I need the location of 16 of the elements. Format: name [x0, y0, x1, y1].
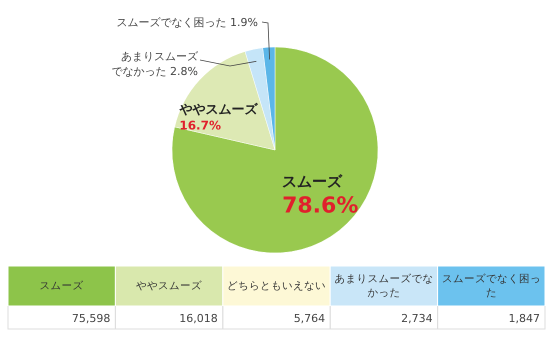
category-label: どちらともいえない	[222, 266, 330, 306]
text: 2,734	[401, 312, 433, 325]
slice-label: スムーズでなく困った 1.9%	[116, 16, 258, 29]
slice-label: あまりスムーズでなかった 2.8%	[112, 50, 199, 78]
data-label: 16.7%	[179, 118, 221, 133]
slice-label: ややスムーズ	[178, 102, 258, 118]
data-label: 78.6%	[282, 193, 358, 218]
category-label: ややスムーズ	[115, 266, 223, 306]
text: 5,764	[294, 312, 326, 325]
text: 1,847	[508, 312, 540, 325]
text: 16,018	[179, 312, 218, 325]
slice-label: スムーズ	[282, 172, 344, 190]
category-label: スムーズ	[8, 266, 116, 306]
text: 75,598	[72, 312, 110, 325]
category-label: スムーズでなく困った	[438, 266, 545, 306]
category-label: あまりスムーズでなかった	[330, 266, 438, 306]
